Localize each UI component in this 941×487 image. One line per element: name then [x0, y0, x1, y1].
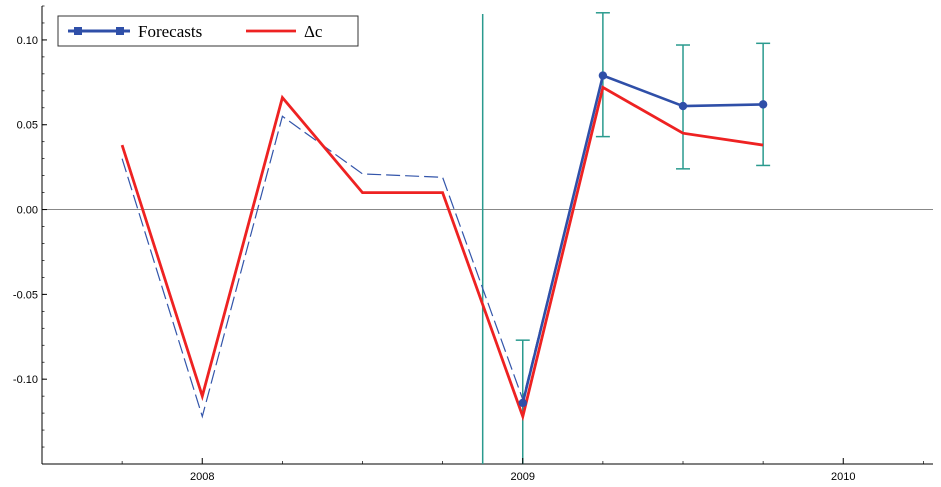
- series-point-forecasts: [518, 398, 527, 408]
- series-point-forecasts: [678, 101, 688, 111]
- y-tick-label: 0.05: [17, 120, 38, 132]
- legend-marker-forecasts: [116, 27, 124, 35]
- axes: [41, 6, 933, 465]
- y-tick-label: 0.00: [17, 205, 38, 217]
- y-tick-label: 0.10: [17, 35, 38, 47]
- series-line-delta_c: [120, 85, 764, 422]
- x-tick-label: 2010: [831, 471, 855, 483]
- legend-label-forecasts: Forecasts: [138, 22, 202, 41]
- series-point-forecasts: [598, 71, 608, 80]
- y-tick-label: -0.10: [13, 374, 38, 386]
- series-line-forecasts: [521, 73, 764, 404]
- reference-lines: [42, 14, 933, 464]
- y-tick-label: -0.05: [13, 289, 38, 301]
- x-tick-label: 2008: [190, 471, 214, 483]
- legend-marker-forecasts: [74, 27, 82, 35]
- series-layer: [120, 71, 768, 422]
- error-bars: [515, 12, 771, 464]
- legend-label-delta_c: Δc: [304, 22, 323, 41]
- tick-labels: 0.10 0.05 0.00 -0.05 -0.10 2008 2009 2010: [13, 5, 924, 483]
- series-point-forecasts: [758, 100, 768, 109]
- x-tick-label: 2009: [511, 471, 535, 483]
- legend: Forecasts Δc: [57, 15, 359, 47]
